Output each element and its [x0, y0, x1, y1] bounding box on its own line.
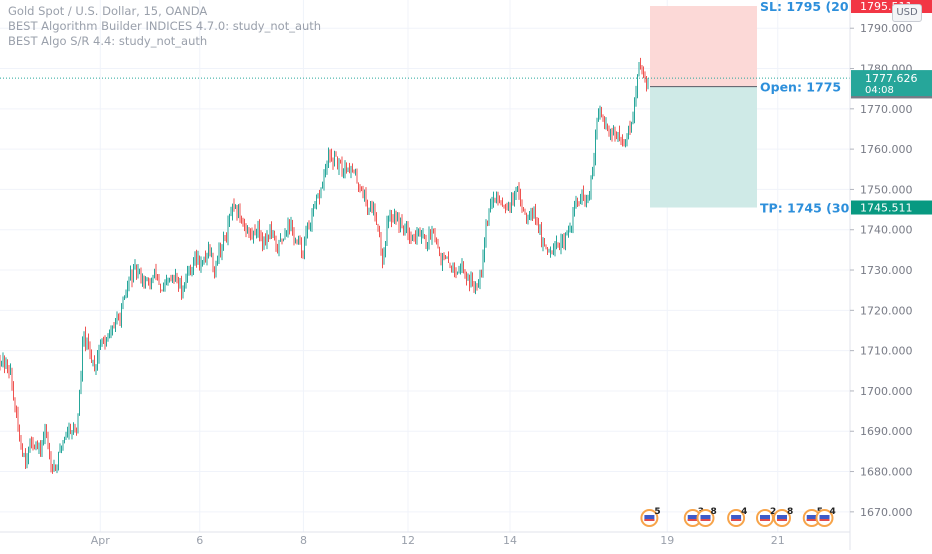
position-zones[interactable] [650, 6, 757, 208]
time-tick-label[interactable]: 19 [660, 534, 674, 547]
flag-stripe [731, 515, 742, 521]
flag-stripe [731, 519, 742, 521]
price-tick-label[interactable]: 1730.000 [860, 264, 913, 277]
flag-stripe [687, 519, 698, 521]
time-tick-label[interactable]: 21 [771, 534, 785, 547]
flag-stripe [819, 519, 830, 521]
time-tick-label[interactable]: 12 [401, 534, 415, 547]
study-legend-2[interactable]: BEST Algo S/R 4.4: study_not_auth [8, 34, 208, 48]
flag-stripe [700, 519, 711, 521]
price-axis[interactable]: 1670.000 1680.000 1690.000 1700.000 1710.000… [849, 0, 913, 550]
event-count: 4 [830, 507, 836, 517]
event-marker[interactable]: 4 [727, 507, 747, 527]
candles-layer [0, 57, 649, 474]
flag-stripe [700, 515, 711, 521]
event-count: 8 [787, 507, 793, 517]
open-label[interactable]: Open: 1775 [760, 80, 841, 95]
stop-loss-zone[interactable] [650, 6, 757, 87]
event-count: 2 [770, 507, 776, 517]
price-tick-label[interactable]: 1750.000 [860, 183, 913, 196]
flag-stripe [644, 515, 655, 521]
event-count: 8 [711, 507, 717, 517]
price-tick-label[interactable]: 1670.000 [860, 506, 913, 519]
event-marker[interactable]: 8 [696, 507, 717, 527]
last-price-tag: 1777.626 [865, 72, 918, 85]
time-tick-label[interactable]: 8 [300, 534, 307, 547]
take-profit-zone[interactable] [650, 86, 757, 208]
time-tick-label[interactable]: 14 [503, 534, 517, 547]
price-tick-label[interactable]: 1690.000 [860, 425, 913, 438]
price-tick-label[interactable]: 1740.000 [860, 224, 913, 237]
time-tick-label[interactable]: 6 [196, 534, 203, 547]
event-count: 4 [741, 507, 747, 517]
currency-button[interactable]: USD [892, 4, 922, 22]
take-profit-label[interactable]: TP: 1745 (30 [760, 201, 850, 216]
event-marker[interactable]: 5 [640, 507, 661, 527]
take-profit-tag-bg [851, 200, 932, 215]
flag-stripe [777, 515, 787, 521]
flag-stripe [644, 519, 655, 521]
symbol-legend[interactable]: Gold Spot / U.S. Dollar, 15, OANDA [8, 4, 208, 18]
flag-stripe [760, 515, 770, 521]
economic-events[interactable]: 53842854 [640, 507, 836, 527]
study-legend-1[interactable]: BEST Algorithm Builder INDICES 4.7.0: st… [8, 19, 322, 33]
flag-stripe [760, 519, 770, 521]
price-tick-label[interactable]: 1720.000 [860, 304, 913, 317]
event-marker[interactable]: 8 [773, 507, 793, 527]
event-count: 5 [654, 507, 660, 517]
event-marker[interactable]: 4 [815, 507, 836, 527]
flag-stripe [806, 515, 817, 521]
flag-stripe [777, 519, 787, 521]
flag-stripe [687, 515, 698, 521]
event-marker[interactable]: 2 [756, 507, 776, 527]
price-tick-label[interactable]: 1790.000 [860, 22, 913, 35]
countdown-label: 04:08 [865, 85, 894, 96]
flag-stripe [819, 515, 830, 521]
price-tick-label[interactable]: 1760.000 [860, 143, 913, 156]
time-axis[interactable]: Apr 6 8 12 14 19 21 [0, 531, 850, 547]
price-tick-label[interactable]: 1680.000 [860, 466, 913, 479]
price-tick-label[interactable]: 1700.000 [860, 385, 913, 398]
stop-loss-label[interactable]: SL: 1795 (20 [760, 0, 849, 14]
price-tick-label[interactable]: 1710.000 [860, 345, 913, 358]
flag-stripe [806, 519, 817, 521]
take-profit-tag: 1745.511 [860, 202, 913, 215]
time-tick-label[interactable]: Apr [91, 534, 111, 547]
price-tick-label[interactable]: 1770.000 [860, 103, 913, 116]
last-price-tag-bg [851, 70, 932, 97]
